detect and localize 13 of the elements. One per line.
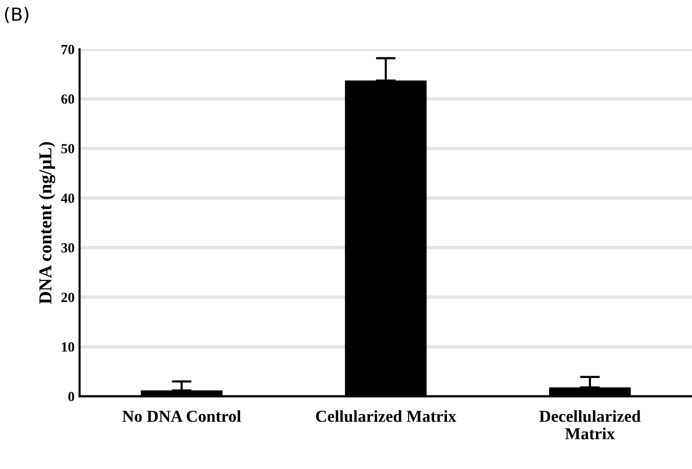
y-tick-label: 40 [61,194,74,203]
x-tick-label: Cellularized Matrix [316,410,456,422]
y-tick-label: 60 [61,94,74,104]
y-axis-title: DNA content (ng/µL) [38,142,56,304]
y-tick-label: 70 [62,44,74,54]
y-tick-label: 0 [68,392,74,402]
y-tick-label: 10 [62,342,74,352]
x-tick-label: No DNA Control [122,410,241,422]
y-tick-label: 50 [61,144,74,154]
x-tick-label: Decellularized Matrix [539,410,641,440]
y-tick-label: 20 [61,292,74,302]
y-tick-label: 30 [61,243,74,253]
chart-title: (B) [5,7,28,24]
